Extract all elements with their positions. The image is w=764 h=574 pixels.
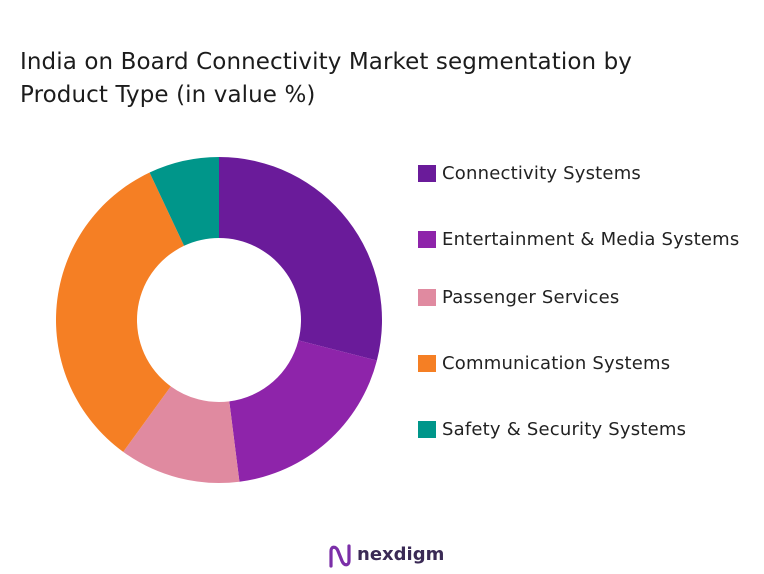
legend-label: Safety & Security Systems <box>442 419 687 440</box>
donut-slice-connectivity-systems <box>219 157 382 361</box>
legend-swatch <box>418 421 436 438</box>
legend-label: Passenger Services <box>442 287 620 308</box>
legend-label: Entertainment & Media Systems <box>442 229 740 250</box>
donut-slice-passenger-services <box>123 386 240 483</box>
legend-label: Communication Systems <box>442 353 671 374</box>
donut-slice-communication-systems <box>55 172 185 452</box>
legend-swatch <box>418 165 436 182</box>
legend-swatch <box>418 355 436 372</box>
legend-swatch <box>418 289 436 306</box>
donut-slices <box>55 157 382 483</box>
nexdigm-logo-icon <box>329 544 351 568</box>
donut-slice-entertainment-media-systems <box>229 340 377 482</box>
legend-swatch <box>418 231 436 248</box>
donut-slice-safety-security-systems <box>149 157 219 246</box>
brand-name: nexdigm <box>357 544 445 565</box>
legend-label: Connectivity Systems <box>442 163 642 184</box>
brand-logo: nexdigm <box>327 542 457 572</box>
chart-title: India on Board Connectivity Market segme… <box>20 49 632 108</box>
